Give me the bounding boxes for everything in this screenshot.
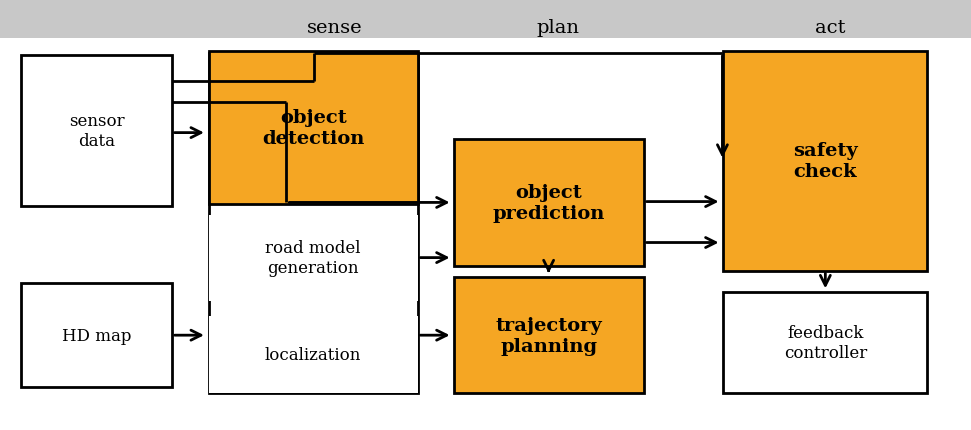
Text: road model
generation: road model generation [265,240,361,276]
Text: object
prediction: object prediction [493,184,605,223]
Bar [209,54,418,393]
Text: feedback
controller: feedback controller [784,325,867,361]
Text: safety
check: safety check [793,142,857,181]
Text: sensor
data: sensor data [69,113,124,149]
Text: sense: sense [307,19,363,37]
Bar [209,316,418,393]
Text: HD map: HD map [62,327,131,344]
Text: plan: plan [537,19,580,37]
Bar [723,292,927,393]
Bar [209,52,418,204]
Text: localization: localization [265,346,361,363]
Bar [454,277,644,393]
Bar [209,215,418,301]
Bar [21,284,172,387]
Text: act: act [815,19,846,37]
Bar [723,52,927,271]
Text: trajectory
planning: trajectory planning [496,316,602,355]
Bar [454,140,644,267]
Bar [21,56,172,206]
Text: object
detection: object detection [262,108,364,147]
